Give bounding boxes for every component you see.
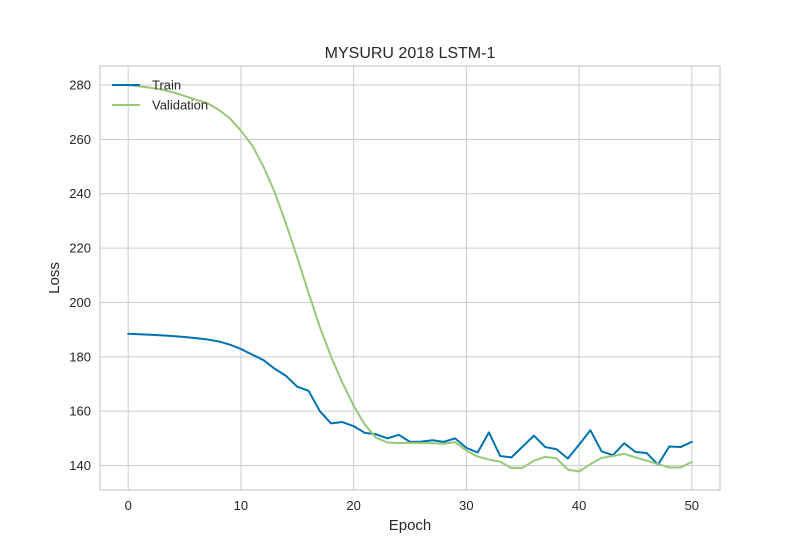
y-axis-label: Loss	[46, 262, 63, 294]
x-tick-label: 20	[346, 498, 360, 513]
series-line-validation	[127, 84, 693, 473]
plot-frame	[99, 65, 721, 491]
legend-label-validation: Validation	[152, 98, 208, 113]
x-tick-label: 50	[685, 498, 699, 513]
x-tick-label: 40	[572, 498, 586, 513]
y-tick-label: 180	[69, 349, 91, 364]
x-tick-label: 0	[125, 498, 132, 513]
legend-label-train: Train	[152, 78, 181, 93]
y-tick-label: 140	[69, 458, 91, 473]
x-tick-label: 30	[459, 498, 473, 513]
y-tick-label: 220	[69, 241, 91, 256]
series-layer	[127, 84, 693, 473]
series-line-train	[127, 332, 693, 466]
y-tick-label: 240	[69, 186, 91, 201]
x-axis-label: Epoch	[389, 517, 432, 534]
y-tick-label: 160	[69, 404, 91, 419]
chart-title: MYSURU 2018 LSTM-1	[325, 45, 496, 62]
tick-labels: 0 10 20 30 40 50 140 160 180 200 220 240 260 280	[69, 78, 699, 513]
x-tick-label: 10	[234, 498, 248, 513]
y-tick-label: 280	[69, 78, 91, 93]
legend: Train Validation	[112, 78, 208, 113]
plot-area	[100, 66, 720, 490]
y-tick-label: 260	[69, 132, 91, 147]
grid-layer	[100, 66, 720, 490]
y-tick-label: 200	[69, 295, 91, 310]
